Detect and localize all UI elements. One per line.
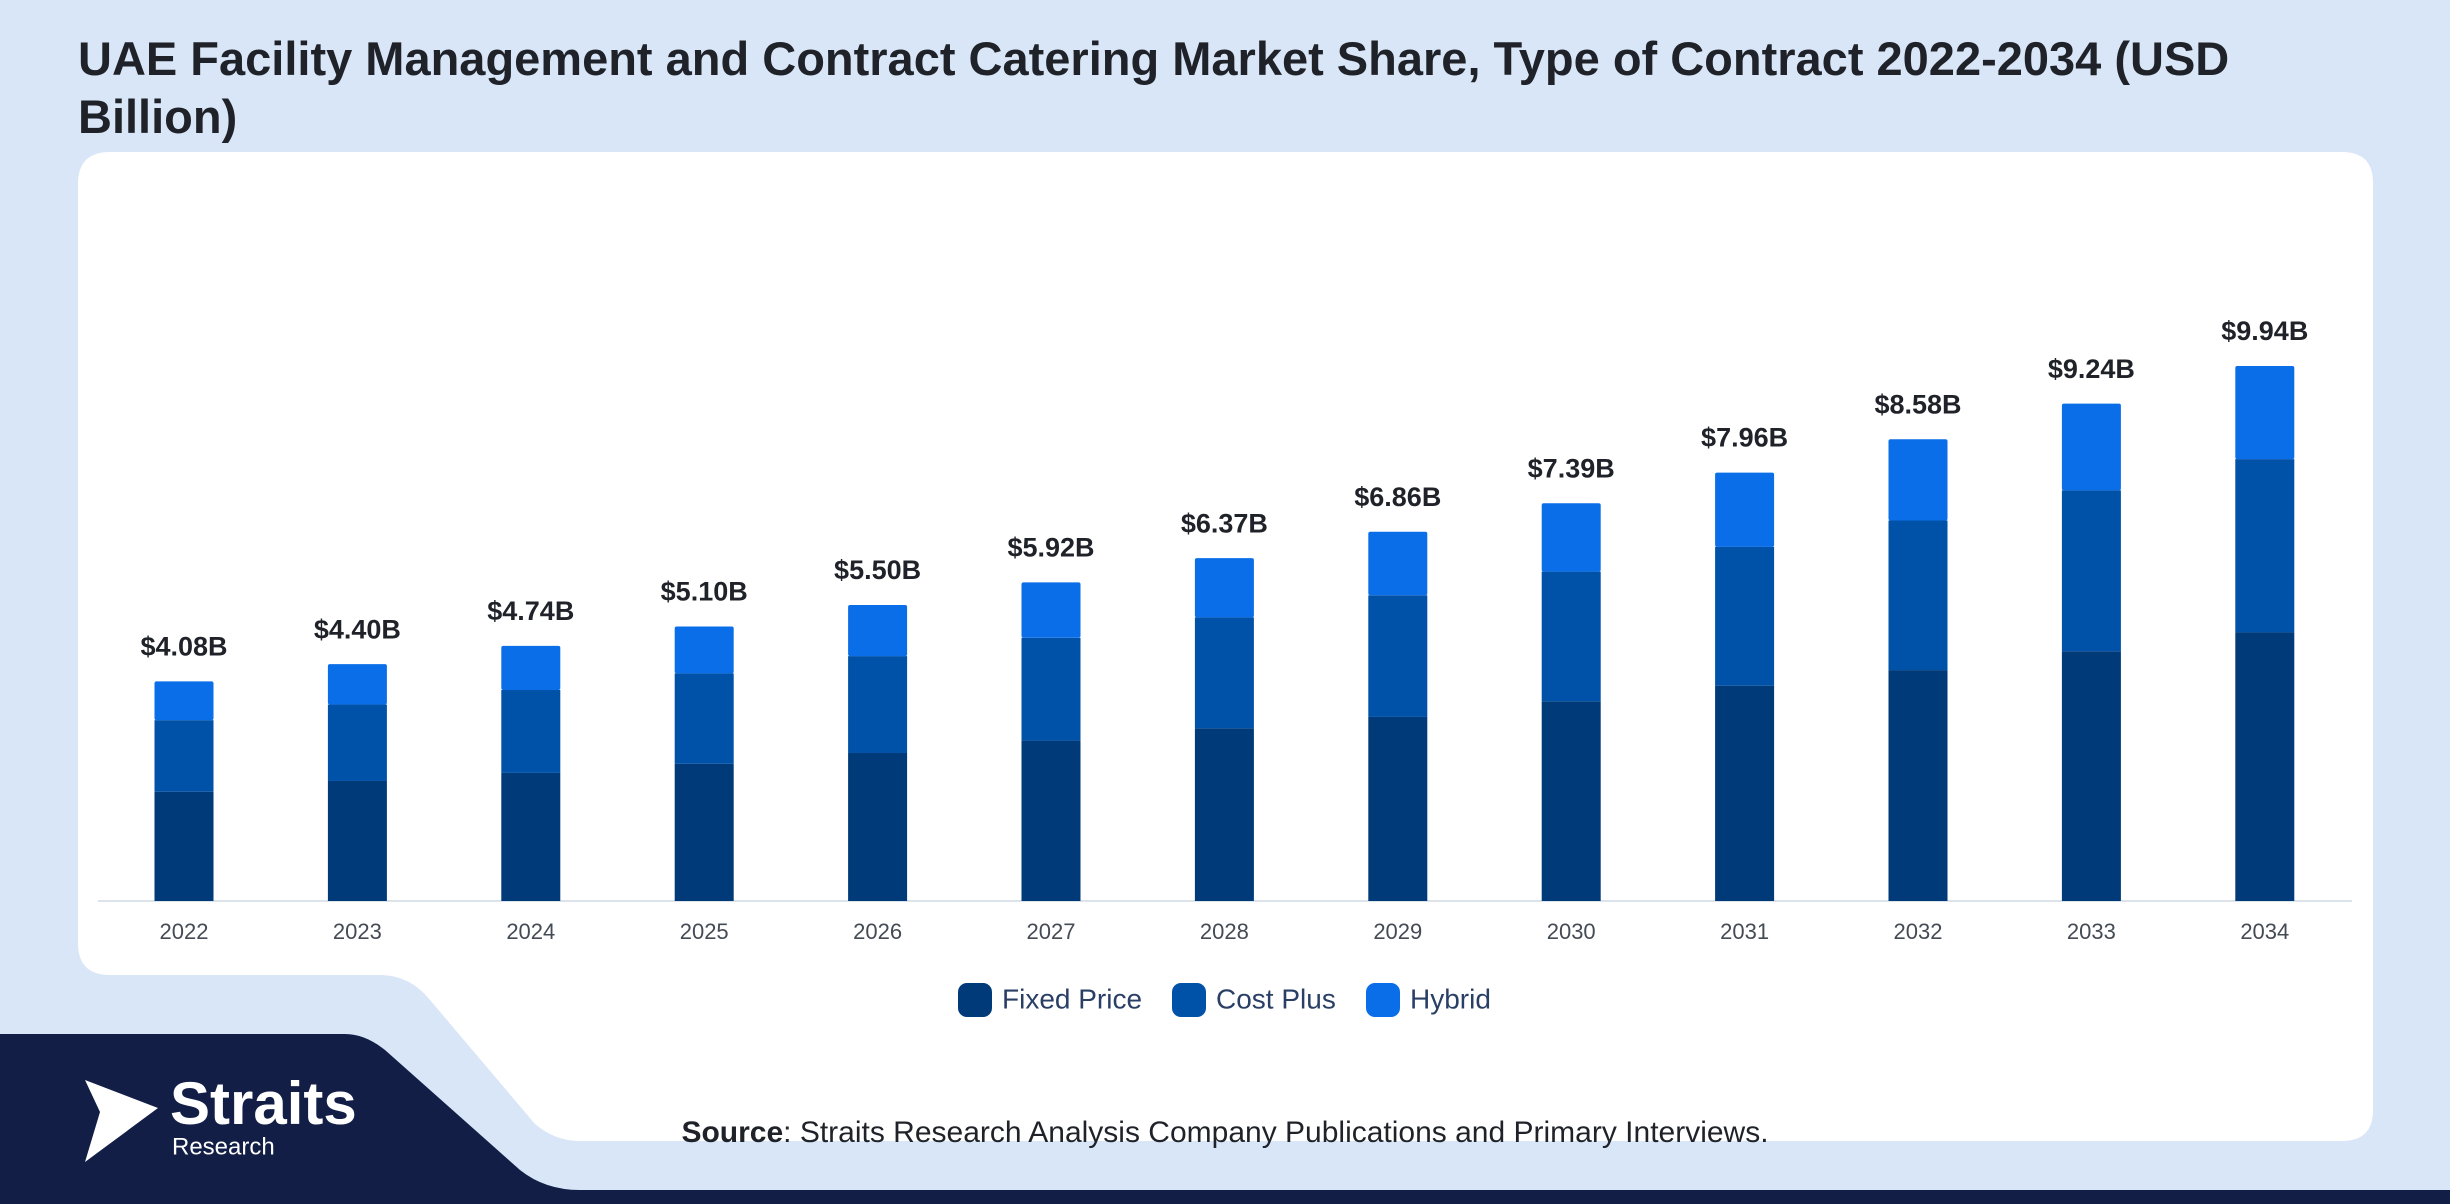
x-tick-label: 2034 [2240,919,2289,944]
x-tick-label: 2030 [1547,919,1596,944]
total-label: $4.40B [314,614,401,644]
bar-segment [1541,701,1601,901]
bar-segment [674,763,734,901]
bar-segment [848,604,908,657]
bar-segment [1194,617,1254,729]
bar-segment [154,681,214,721]
x-tick-label: 2022 [160,919,209,944]
bar-segment [2061,403,2121,491]
total-label: $4.74B [487,596,574,626]
bar-segment [1368,716,1428,901]
total-label: $6.37B [1181,508,1268,538]
bar-segment [1368,531,1428,596]
bar-segment [674,673,734,764]
source-text: : Straits Research Analysis Company Publ… [783,1116,1768,1149]
x-tick-label: 2025 [680,919,729,944]
bar-segment [1021,637,1081,741]
bar-segment [501,772,561,901]
x-tick-label: 2033 [2067,919,2116,944]
chart-title: UAE Facility Management and Contract Cat… [78,32,2230,143]
total-label: $9.94B [2221,316,2308,346]
bar-segment [327,780,387,901]
legend-swatch [958,983,992,1017]
legend-label: Fixed Price [1002,983,1142,1014]
bar-segment [1888,520,1948,671]
logo-sub: Research [172,1133,275,1160]
bar-segment [2061,490,2121,652]
bar-segment [2235,632,2295,901]
logo-name: Straits [170,1070,357,1137]
bar-segment [1194,558,1254,618]
footer-band [0,1034,2450,1204]
total-label: $6.86B [1354,482,1441,512]
x-tick-label: 2023 [333,919,382,944]
bar-segment [501,645,561,691]
bar-segment [1541,571,1601,702]
bar-segment [674,626,734,674]
legend-label: Cost Plus [1216,983,1336,1014]
bar-segment [1888,439,1948,521]
total-label: $5.92B [1007,532,1094,562]
total-label: $4.08B [140,632,227,662]
total-label: $7.39B [1528,453,1615,483]
bar-segment [2235,459,2295,633]
legend-swatch [1366,983,1400,1017]
bar-segment [1715,685,1775,901]
total-label: $5.10B [661,577,748,607]
bar-segment [1194,728,1254,901]
bar-segment [1541,503,1601,572]
bar-segment [501,690,561,773]
total-label: $8.58B [1874,389,1961,419]
bar-segment [1021,582,1081,638]
legend-label: Hybrid [1410,983,1491,1014]
bar-segment [848,752,908,901]
bar-segment [1715,546,1775,686]
source: Source: Straits Research Analysis Compan… [681,1116,1768,1149]
bar-segment [1021,740,1081,901]
x-tick-label: 2026 [853,919,902,944]
x-tick-label: 2029 [1373,919,1422,944]
bar-segment [2235,366,2295,460]
x-tick-label: 2032 [1894,919,1943,944]
bar-segment [2061,651,2121,901]
x-tick-label: 2027 [1027,919,1076,944]
bar-segment [327,664,387,705]
total-label: $9.24B [2048,354,2135,384]
legend-swatch [1172,983,1206,1017]
bar-segment [154,720,214,792]
x-tick-label: 2024 [506,919,555,944]
bar-segment [1888,670,1948,901]
bar-segment [327,704,387,781]
source-label: Source [681,1116,783,1149]
x-tick-label: 2031 [1720,919,1769,944]
bar-segment [1715,472,1775,547]
x-tick-label: 2028 [1200,919,1249,944]
total-label: $7.96B [1701,423,1788,453]
bar-segment [1368,595,1428,717]
bar-segment [848,656,908,753]
total-label: $5.50B [834,555,921,585]
bar-segment [154,791,214,901]
logo-mark [85,1080,158,1162]
